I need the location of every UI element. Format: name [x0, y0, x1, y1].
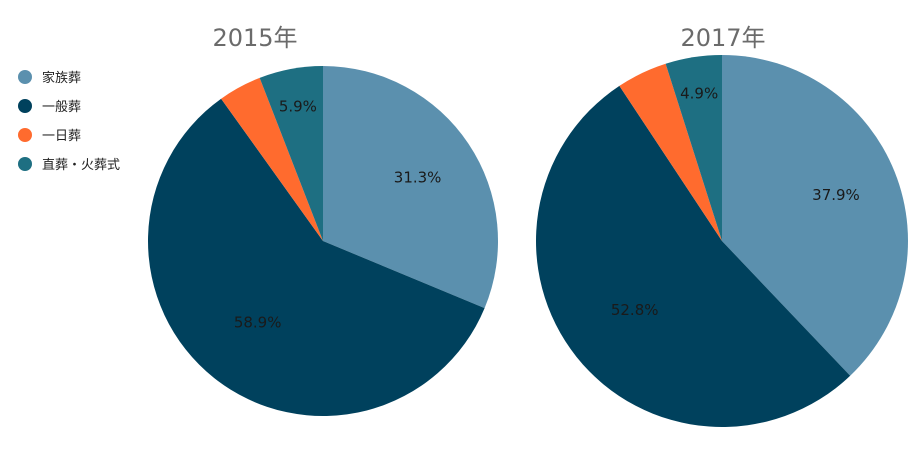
pie-slice-direct-cremation — [665, 55, 722, 241]
pie-slice-direct-cremation — [259, 66, 323, 241]
slice-label-family-funeral: 31.3% — [394, 168, 442, 186]
slice-label-general-funeral: 58.9% — [234, 314, 282, 332]
pie-slice-general-funeral — [148, 98, 485, 417]
legend-label-general-funeral: 一般葬 — [42, 100, 82, 115]
pie-chart-2017: 37.9% 52.8% 4.9% — [535, 55, 909, 428]
legend-item-one-day-funeral: 一日葬 — [18, 120, 158, 149]
legend-item-direct-cremation: 直葬・火葬式 — [18, 149, 158, 178]
pie-slice-general-funeral — [535, 85, 851, 428]
legend-marker-general-funeral — [18, 98, 32, 113]
legend-marker-direct-cremation — [18, 156, 32, 171]
legend-marker-family-funeral — [18, 69, 32, 84]
pie-slice-one-day-funeral — [221, 77, 323, 241]
slice-label-direct-cremation: 4.9% — [680, 84, 718, 102]
chart-legend: 家族葬 一般葬 一日葬 直葬・火葬式 — [18, 62, 158, 178]
slice-label-family-funeral: 37.9% — [812, 186, 860, 204]
slice-label-direct-cremation: 5.9% — [279, 97, 317, 115]
legend-label-family-funeral: 家族葬 — [42, 71, 82, 86]
slice-label-general-funeral: 52.8% — [611, 301, 659, 319]
legend-marker-one-day-funeral — [18, 127, 32, 142]
pie-slice-family-funeral — [323, 66, 498, 309]
chart-title-2017: 2017年 — [680, 24, 766, 52]
chart-title-2015: 2015年 — [212, 24, 298, 52]
pie-slice-family-funeral — [722, 55, 909, 376]
pie-slice-one-day-funeral — [619, 63, 722, 241]
legend-label-one-day-funeral: 一日葬 — [42, 129, 82, 144]
legend-item-family-funeral: 家族葬 — [18, 62, 158, 91]
pie-chart-2015: 31.3% 58.9% 5.9% — [148, 66, 498, 417]
legend-label-direct-cremation: 直葬・火葬式 — [42, 158, 121, 173]
legend-item-general-funeral: 一般葬 — [18, 91, 158, 120]
